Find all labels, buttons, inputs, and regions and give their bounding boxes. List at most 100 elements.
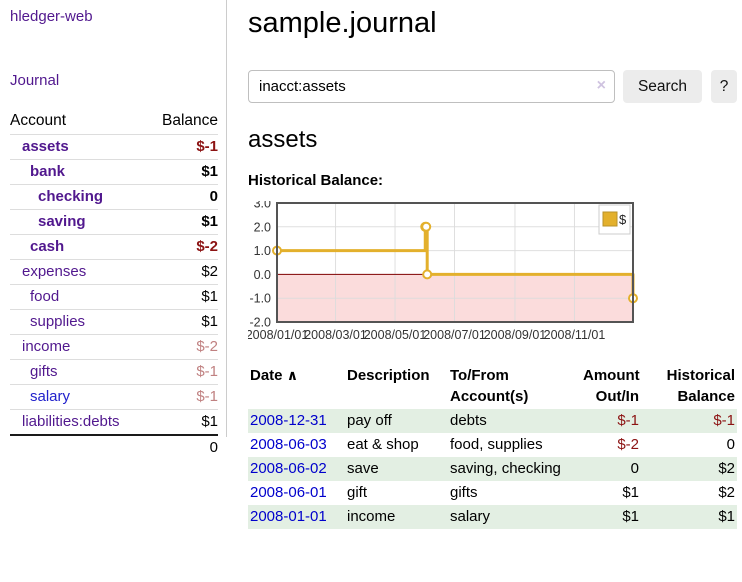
transaction-balance: $-1	[641, 409, 737, 433]
account-link-liabilities-debts[interactable]: liabilities:debts	[22, 413, 120, 430]
account-link-expenses[interactable]: expenses	[22, 263, 87, 280]
account-balance: $-2	[147, 334, 218, 360]
account-link-salary[interactable]: salary	[30, 388, 71, 405]
account-balance: $1	[147, 309, 218, 335]
transaction-accounts: gifts	[450, 484, 478, 501]
svg-text:2008/07/01: 2008/07/01	[423, 328, 486, 342]
register-header-amount: Amount Out/In	[583, 367, 640, 405]
register-row[interactable]: 2008-06-02 save saving, checking 0 $2	[248, 457, 737, 481]
account-link-bank[interactable]: bank	[30, 163, 66, 180]
transaction-amount: $-1	[581, 409, 641, 433]
accounts-header-row: Account Balance	[10, 110, 218, 135]
search-help-button[interactable]: ?	[711, 70, 737, 103]
transaction-description: save	[345, 457, 448, 481]
transaction-description: gift	[347, 484, 368, 501]
svg-text:-1.0: -1.0	[249, 292, 271, 306]
transaction-date-link[interactable]: 2008-06-01	[250, 484, 327, 501]
account-page-title: assets	[248, 126, 318, 153]
svg-text:1.0: 1.0	[254, 244, 271, 258]
account-balance: $-1	[147, 384, 218, 410]
svg-text:2008/05/01: 2008/05/01	[364, 328, 427, 342]
register-row[interactable]: 2008-06-01 gift gifts $1 $2	[248, 481, 737, 505]
account-row: gifts $-1	[10, 359, 218, 385]
register-header-date-label: Date	[250, 367, 283, 384]
account-row: salary $-1	[10, 384, 218, 410]
svg-text:-2.0: -2.0	[249, 316, 271, 330]
account-link-food[interactable]: food	[30, 288, 60, 305]
transaction-balance: $2	[641, 457, 737, 481]
transaction-description: pay off	[345, 409, 448, 433]
accounts-total-row: 0	[10, 434, 218, 460]
transaction-description: eat & shop	[347, 436, 419, 453]
account-row: food $1	[10, 284, 218, 310]
search-input-wrap: ×	[248, 70, 615, 103]
account-balance: 0	[147, 184, 218, 210]
account-link-cash[interactable]: cash	[30, 238, 65, 255]
app-brand-link[interactable]: hledger-web	[10, 8, 93, 25]
chart-title-label: Historical Balance:	[248, 172, 384, 189]
account-link-assets[interactable]: assets	[22, 138, 69, 155]
account-balance: $-1	[147, 359, 218, 385]
transaction-amount: $-2	[617, 436, 639, 453]
svg-text:0.0: 0.0	[254, 268, 271, 282]
balance-chart: $3.0 2.0 1.0 0.0 -1.0 -2.0 2008/01/01 2008/03/0…	[246, 197, 737, 343]
transaction-date-link[interactable]: 2008-06-02	[250, 460, 327, 477]
transaction-date-link[interactable]: 2008-12-31	[250, 412, 327, 429]
account-row: expenses $2	[10, 259, 218, 285]
transaction-accounts: debts	[448, 409, 581, 433]
sidebar-item-journal[interactable]: Journal	[10, 72, 60, 89]
svg-text:2008/03/01: 2008/03/01	[304, 328, 367, 342]
account-row: cash $-2	[10, 234, 218, 260]
account-row: liabilities:debts $1	[10, 409, 218, 435]
account-balance: $1	[147, 159, 218, 185]
svg-text:2008/01/01: 2008/01/01	[248, 328, 308, 342]
register-header-balance: Historical Balance	[666, 367, 735, 405]
account-row: income $-2	[10, 334, 218, 360]
sidebar: hledger-web Journal Account Balance asse…	[0, 0, 227, 460]
transaction-amount: $1	[622, 484, 639, 501]
register-header-row: Date ∧ Description To/From Account(s) Am…	[248, 365, 737, 409]
svg-text:2008/09/01: 2008/09/01	[484, 328, 547, 342]
account-balance: $2	[147, 259, 218, 285]
accounts-table: Account Balance assets $-1 bank $1 check…	[10, 110, 218, 460]
svg-text:2008/11/01: 2008/11/01	[544, 328, 606, 342]
account-balance: $1	[147, 409, 218, 435]
account-balance: $-1	[147, 134, 218, 160]
sort-ascending-icon: ∧	[286, 367, 299, 383]
account-link-income[interactable]: income	[22, 338, 71, 355]
account-link-checking[interactable]: checking	[38, 188, 104, 205]
register-row[interactable]: 2008-12-31 pay off debts $-1 $-1	[248, 409, 737, 433]
register-table: Date ∧ Description To/From Account(s) Am…	[248, 365, 737, 529]
account-row: checking 0	[10, 184, 218, 210]
page-title: sample.journal	[248, 7, 437, 39]
account-link-saving[interactable]: saving	[38, 213, 86, 230]
register-header-date[interactable]: Date ∧	[248, 365, 345, 409]
transaction-accounts: saving, checking	[448, 457, 581, 481]
search-input[interactable]	[248, 70, 615, 103]
transaction-date-link[interactable]: 2008-06-03	[250, 436, 327, 453]
transaction-accounts: food, supplies	[450, 436, 543, 453]
clear-search-icon[interactable]: ×	[596, 77, 606, 94]
account-row: assets $-1	[10, 134, 218, 160]
accounts-header-account: Account	[10, 112, 67, 129]
transaction-balance: $1	[641, 505, 737, 529]
transaction-balance: $2	[718, 484, 735, 501]
transaction-amount: 0	[581, 457, 641, 481]
transaction-accounts: salary	[448, 505, 581, 529]
main-content: sample.journal × Search ? assets Histori…	[246, 0, 737, 529]
account-balance: $1	[147, 209, 218, 235]
register-row[interactable]: 2008-01-01 income salary $1 $1	[248, 505, 737, 529]
transaction-amount: $1	[581, 505, 641, 529]
account-balance: $1	[147, 284, 218, 310]
account-link-supplies[interactable]: supplies	[30, 313, 86, 330]
account-balance: $-2	[147, 234, 218, 260]
transaction-balance: 0	[726, 436, 735, 453]
account-link-gifts[interactable]: gifts	[30, 363, 58, 380]
search-button[interactable]: Search	[623, 70, 702, 103]
transaction-date-link[interactable]: 2008-01-01	[250, 508, 327, 525]
svg-text:3.0: 3.0	[254, 201, 271, 211]
register-row[interactable]: 2008-06-03 eat & shop food, supplies $-2…	[248, 433, 737, 457]
account-row: saving $1	[10, 209, 218, 235]
transaction-description: income	[345, 505, 448, 529]
search-bar: × Search ?	[248, 70, 737, 103]
